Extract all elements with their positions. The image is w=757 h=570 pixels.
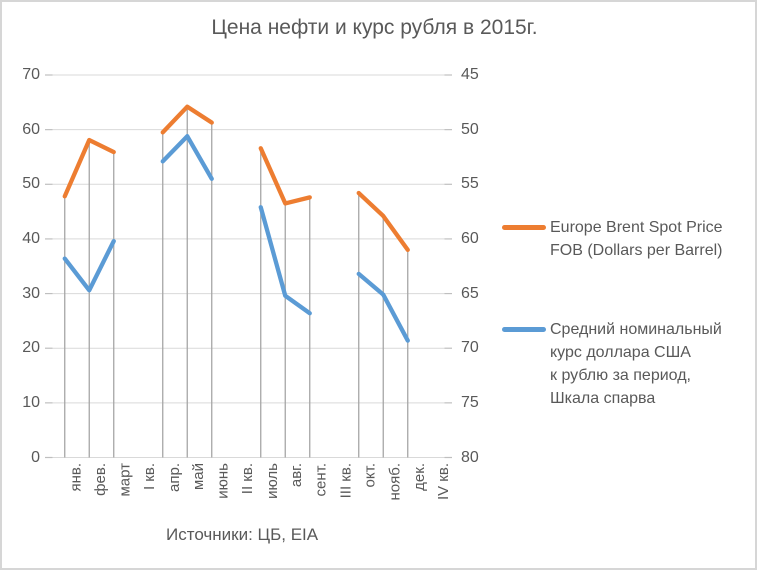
legend-item-0: Europe Brent Spot Price FOB (Dollars per … [502,216,752,262]
left-axis-label: 10 [22,393,40,411]
series-line-0 [356,190,410,253]
x-axis-label: окт. [361,463,379,488]
x-axis-label: июнь [214,463,232,499]
left-axis-label: 40 [22,229,40,247]
series-line-1 [160,134,214,181]
left-axis-label: 50 [22,175,40,193]
series-line-1 [356,271,410,343]
x-axis-label: II кв. [239,463,257,495]
right-axis-label: 55 [461,175,479,193]
chart-title: Цена нефти и курс рубля в 2015г. [211,16,538,39]
legend-label: Europe Brent Spot Price FOB (Dollars per … [550,216,723,262]
left-axis-label: 20 [22,339,40,357]
right-axis-label: 50 [461,120,479,138]
x-axis-label: авг. [288,463,306,488]
right-axis-label: 60 [461,229,479,247]
x-axis-label: дек. [410,463,428,491]
legend-line-marker [502,225,546,230]
series-line-0 [258,146,312,206]
source-note: Источники: ЦБ, EIA [166,525,319,544]
x-axis-label: май [190,463,208,491]
legend-label-line: FOB (Dollars per Barrel) [550,242,723,259]
left-axis-label: 70 [22,66,40,83]
legend-label-line: Шкала спарва [550,390,656,407]
x-axis-label: фев. [92,463,110,496]
legend-label-line: курс доллара США [550,344,691,361]
series-line-0 [160,104,214,135]
series-line-0 [62,137,116,199]
left-axis-label: 30 [22,284,40,302]
x-axis-label: апр. [165,463,183,492]
legend-label-line: Средний номинальный [550,321,722,338]
left-axis-label: 0 [31,448,40,466]
right-axis-label: 70 [461,339,479,357]
x-axis-label: III кв. [337,463,355,499]
series-line-1 [62,238,116,293]
right-axis-label: 80 [461,448,479,466]
legend-line-marker [502,327,546,332]
legend-item-1: Средний номинальный курс доллара США к руб… [502,318,752,410]
x-axis-label: март [116,463,134,497]
left-axis-label: 60 [22,120,40,138]
x-axis-label: сент. [312,463,330,497]
x-axis-label: I кв. [141,463,159,491]
right-axis-label: 75 [461,393,479,411]
series-line-1 [258,205,312,316]
legend-label: Средний номинальный курс доллара США к руб… [550,318,722,410]
x-axis-label: нояб. [386,463,404,501]
right-axis-label: 45 [461,66,479,83]
x-axis-label: июль [263,463,281,499]
legend-label-line: к рублю за период, [550,367,691,384]
right-axis-label: 65 [461,284,479,302]
x-axis-label: IV кв. [435,463,453,501]
x-axis-label: янв. [67,463,85,492]
legend-label-line: Europe Brent Spot Price [550,219,723,236]
